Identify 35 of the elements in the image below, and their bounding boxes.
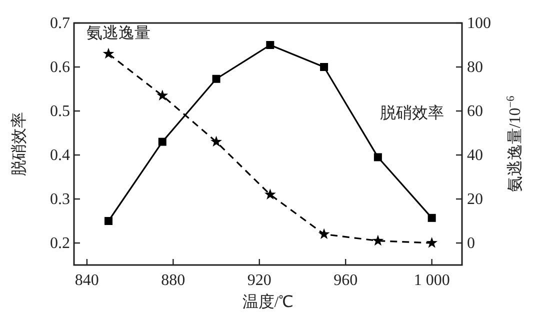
point <box>210 136 222 147</box>
point <box>104 217 112 225</box>
x-tick-label: 960 <box>334 272 358 289</box>
y2-tick-label: 100 <box>467 15 491 32</box>
point <box>374 153 382 162</box>
y-tick-label: 0.7 <box>50 15 70 32</box>
point <box>372 234 384 246</box>
y-axis-title: 脱硝效率 <box>10 112 28 176</box>
point <box>426 237 438 248</box>
series-label: 脱硝效率 <box>380 104 444 122</box>
y-tick-label: 0.2 <box>50 235 70 252</box>
y-tick-label: 0.6 <box>50 59 70 76</box>
point <box>212 74 220 83</box>
x-tick-label: 1 000 <box>414 272 450 289</box>
x-tick-label: 920 <box>247 272 272 289</box>
y2-tick-label: 0 <box>467 235 475 252</box>
x-tick-label: 840 <box>74 272 99 289</box>
y2-tick-label: 40 <box>467 147 483 164</box>
point <box>266 41 274 49</box>
x-tick-label: 880 <box>161 272 186 289</box>
y-tick-label: 0.3 <box>50 191 70 208</box>
y-tick-label: 0.5 <box>50 103 70 120</box>
point <box>102 48 114 59</box>
x-axis-title: 温度/℃ <box>242 293 294 311</box>
series-label: 氨逃逸量 <box>86 24 150 42</box>
y2-tick-label: 20 <box>467 191 483 208</box>
y2-tick-label: 80 <box>467 59 483 76</box>
point <box>158 138 166 146</box>
point <box>318 228 330 240</box>
point <box>428 214 436 222</box>
point <box>320 63 328 71</box>
point <box>156 90 168 100</box>
point <box>264 188 276 200</box>
y2-tick-label: 60 <box>467 103 483 120</box>
y-tick-label: 0.4 <box>50 147 70 164</box>
